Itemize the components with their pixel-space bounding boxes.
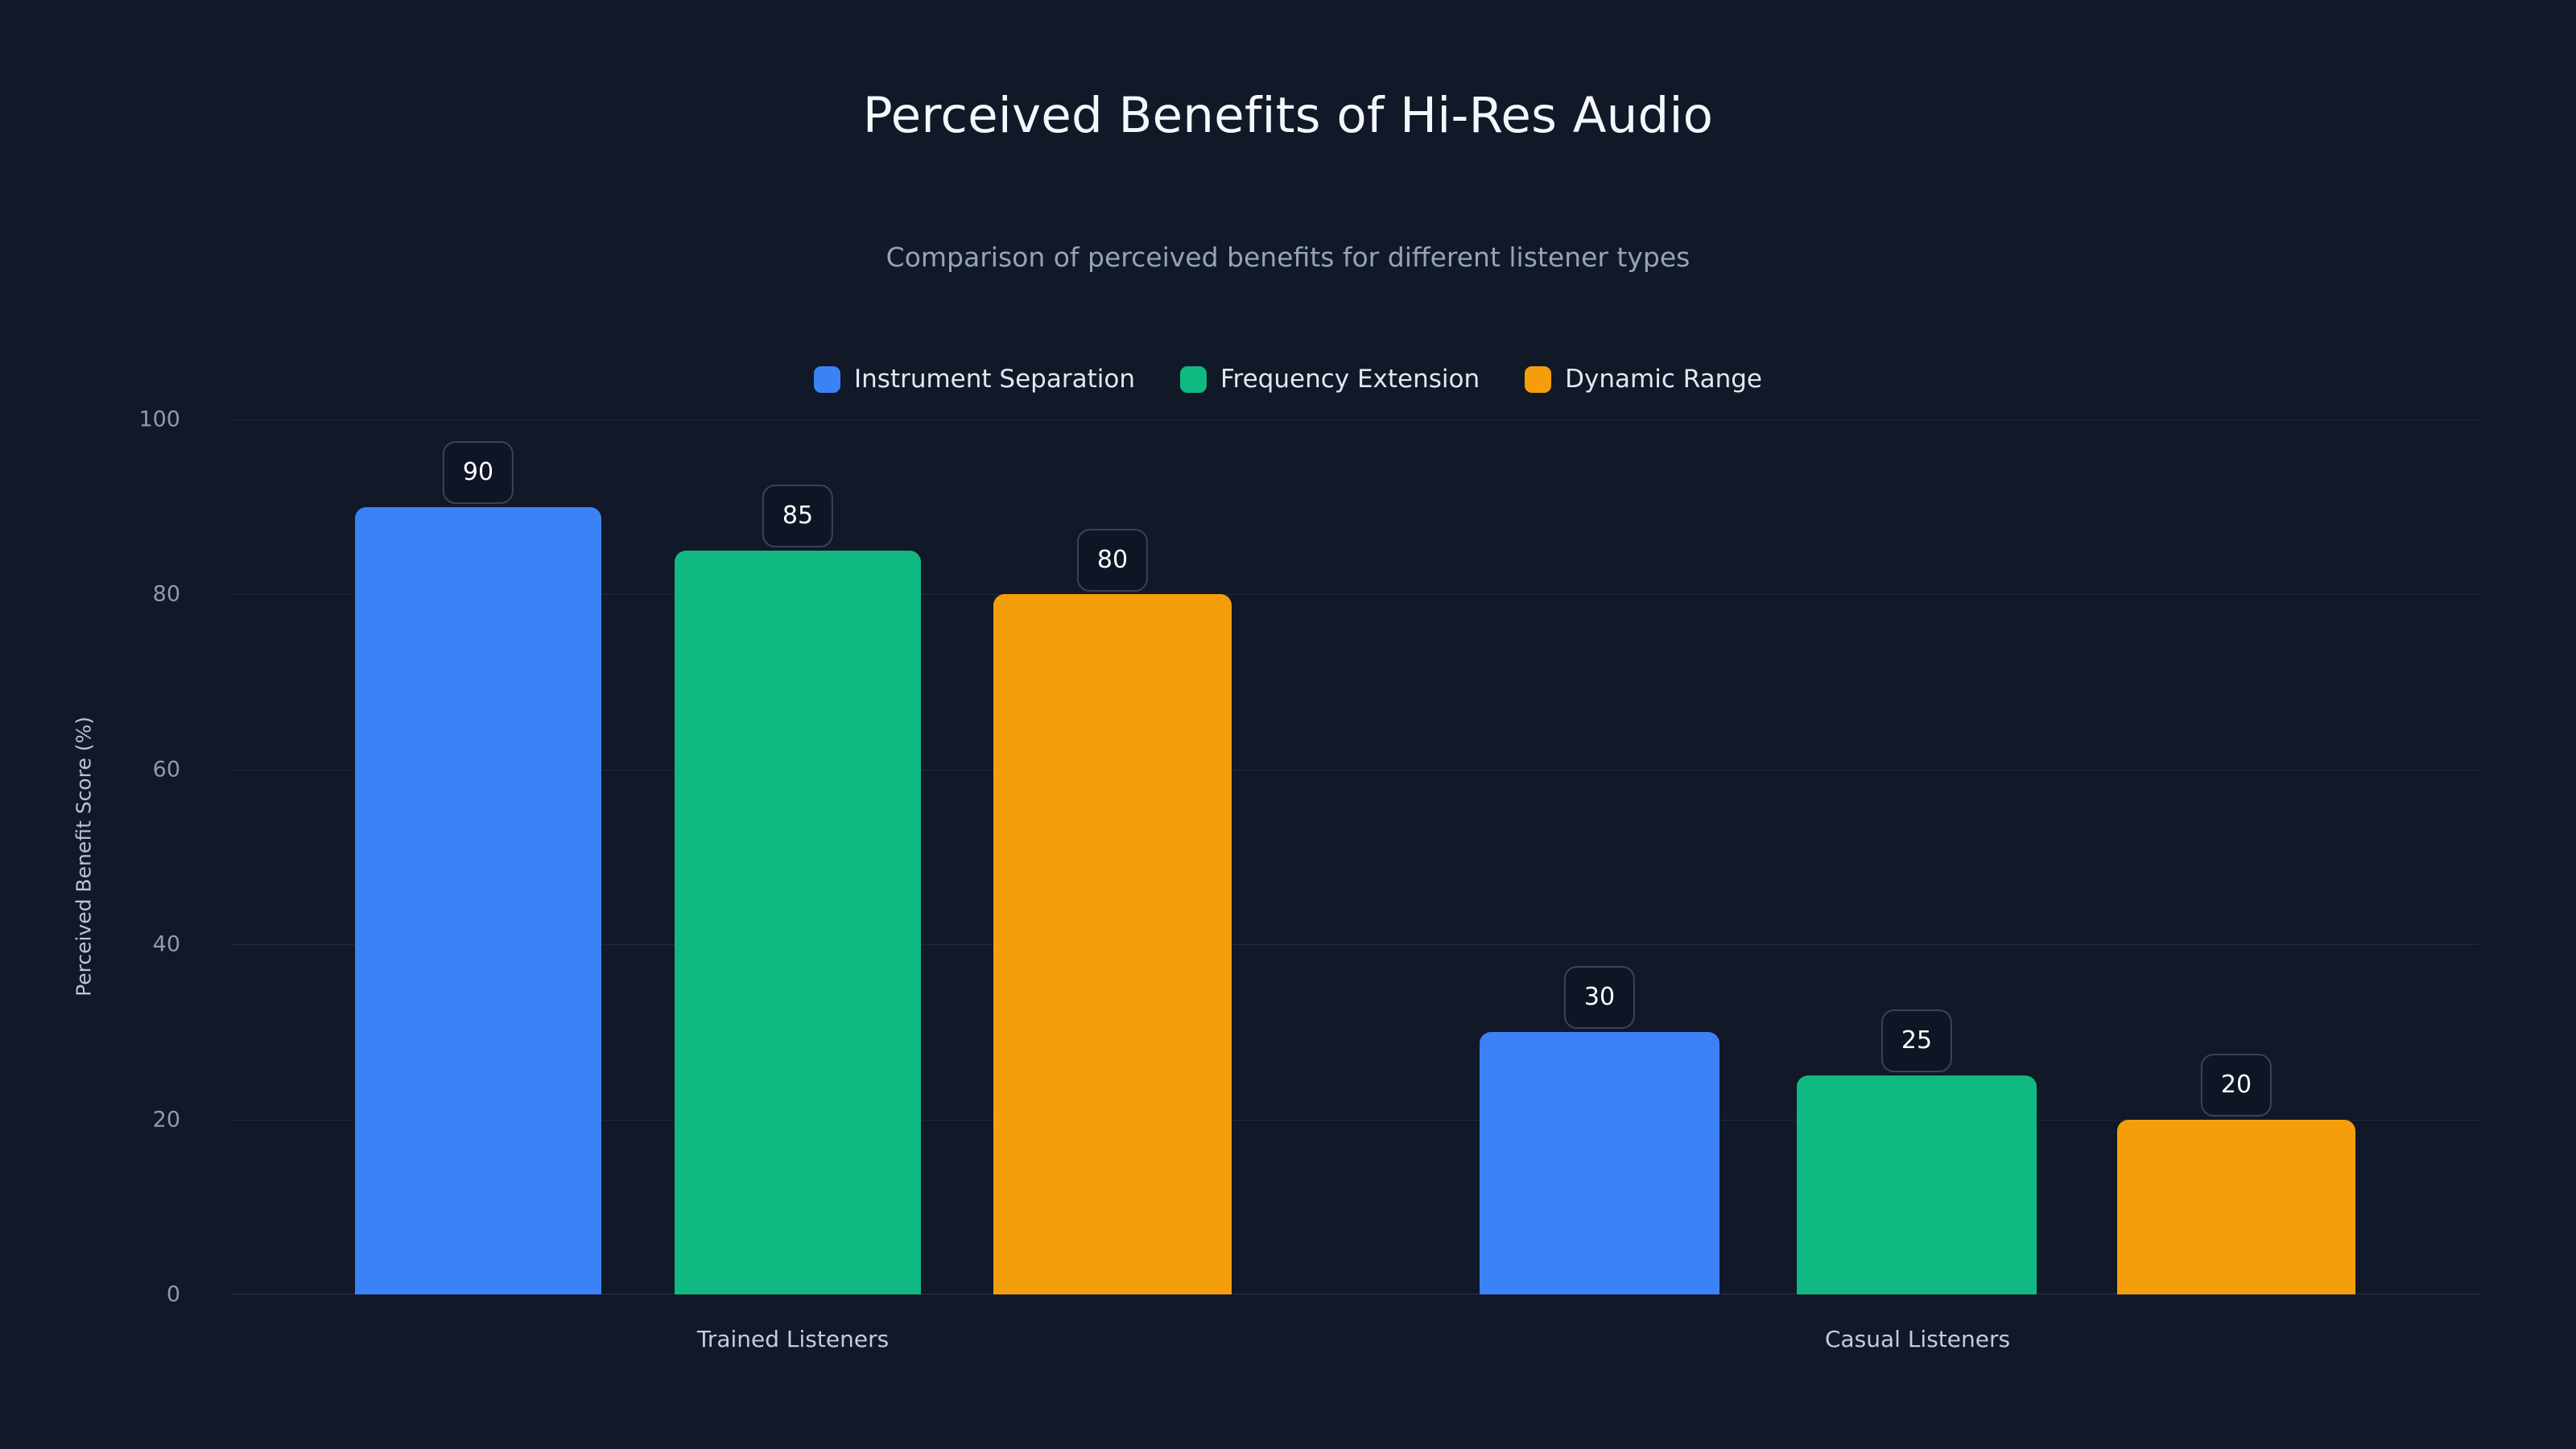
bar-trained-frequency-extension[interactable] (675, 551, 921, 1294)
legend-swatch-icon (814, 366, 840, 393)
gridline-40 (232, 944, 2479, 945)
value-badge: 25 (1880, 1009, 1953, 1072)
value-badge: 30 (1563, 966, 1636, 1029)
value-badge: 90 (442, 441, 514, 504)
gridline-80 (232, 594, 2479, 595)
legend-label: Frequency Extension (1220, 365, 1480, 394)
value-badge: 80 (1076, 529, 1149, 592)
gridline-20 (232, 1120, 2479, 1121)
y-tick-label: 20 (152, 1107, 180, 1133)
bar-trained-dynamic-range[interactable] (993, 594, 1232, 1294)
legend-swatch-icon (1179, 366, 1207, 393)
chart-legend: Instrument Separation Frequency Extensio… (0, 366, 2576, 393)
y-tick-label: 60 (152, 757, 180, 782)
y-tick-label: 40 (152, 931, 180, 957)
legend-item-dynamic-range[interactable]: Dynamic Range (1525, 366, 1762, 393)
category-label-casual-listeners: Casual Listeners (1824, 1326, 2011, 1352)
y-tick-label: 0 (166, 1282, 180, 1307)
category-label-trained-listeners: Trained Listeners (696, 1326, 890, 1352)
legend-label: Dynamic Range (1565, 365, 1762, 394)
plot-area: 90 85 80 30 25 20 (232, 419, 2479, 1294)
legend-label: Instrument Separation (854, 365, 1135, 394)
y-tick-label: 100 (138, 407, 180, 432)
chart-subtitle: Comparison of perceived benefits for dif… (886, 242, 1690, 273)
value-badge: 20 (2200, 1054, 2273, 1117)
chart-title: Perceived Benefits of Hi-Res Audio (862, 87, 1714, 144)
y-axis-tick-labels: 100 80 60 40 20 0 (0, 409, 209, 1306)
bar-casual-frequency-extension[interactable] (1797, 1075, 2037, 1294)
legend-swatch-icon (1525, 366, 1552, 393)
legend-item-frequency-extension[interactable]: Frequency Extension (1179, 365, 1480, 394)
bar-casual-instrument-separation[interactable] (1480, 1031, 1719, 1294)
bar-trained-instrument-separation[interactable] (355, 506, 601, 1294)
y-tick-label: 80 (152, 581, 180, 607)
legend-item-instrument-separation[interactable]: Instrument Separation (814, 366, 1135, 393)
gridline-100 (232, 419, 2479, 420)
value-badge: 85 (762, 485, 834, 547)
bar-casual-dynamic-range[interactable] (2117, 1119, 2355, 1294)
